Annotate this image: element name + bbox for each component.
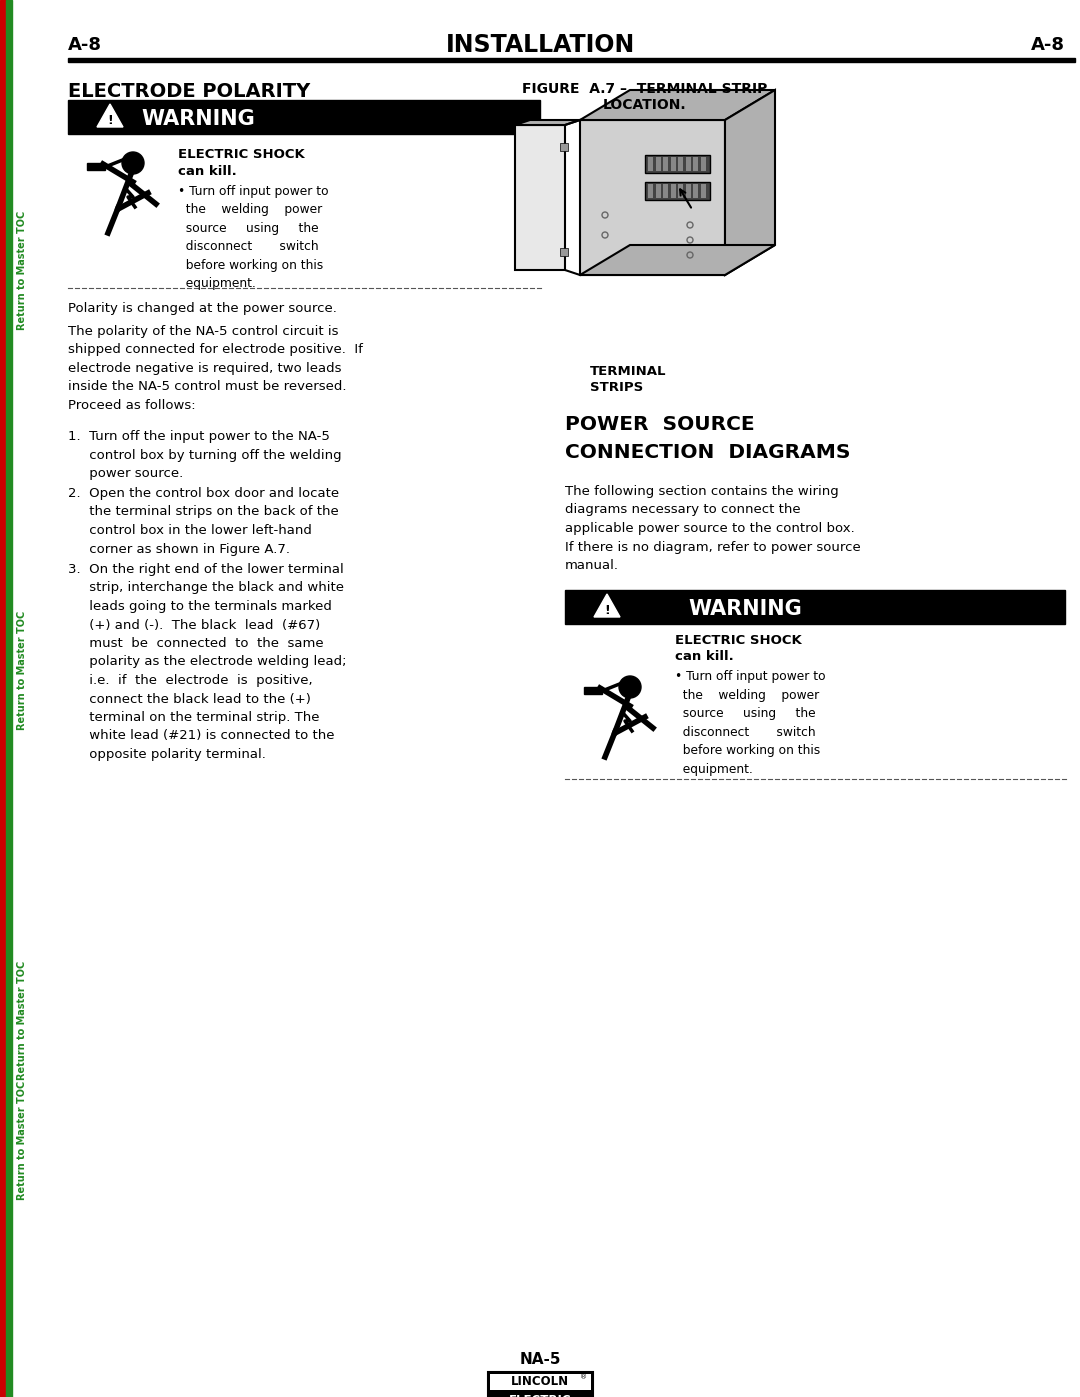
- Text: NA-5: NA-5: [519, 1352, 561, 1368]
- Text: Return to Master TOC: Return to Master TOC: [17, 610, 27, 731]
- Text: ELECTRODE POLARITY: ELECTRODE POLARITY: [68, 82, 310, 101]
- Bar: [648, 156, 653, 170]
- Text: TERMINAL: TERMINAL: [590, 365, 666, 379]
- Text: 2.  Open the control box door and locate
     the terminal strips on the back of: 2. Open the control box door and locate …: [68, 488, 339, 556]
- Bar: [693, 184, 698, 198]
- Bar: [678, 184, 683, 198]
- Text: STRIPS: STRIPS: [590, 381, 644, 394]
- Polygon shape: [580, 89, 775, 120]
- Polygon shape: [97, 103, 123, 127]
- Text: INSTALLATION: INSTALLATION: [445, 34, 635, 57]
- Polygon shape: [580, 244, 775, 275]
- Text: • Turn off input power to
  the    welding    power
  source     using     the
 : • Turn off input power to the welding po…: [675, 671, 825, 775]
- Bar: [663, 156, 669, 170]
- Bar: [584, 687, 602, 694]
- Bar: [648, 184, 653, 198]
- Text: ELECTRIC SHOCK: ELECTRIC SHOCK: [178, 148, 305, 161]
- Text: • Turn off input power to
  the    welding    power
  source     using     the
 : • Turn off input power to the welding po…: [178, 184, 328, 291]
- Bar: [671, 184, 675, 198]
- Text: !: !: [107, 113, 113, 127]
- Polygon shape: [515, 124, 565, 270]
- Bar: [490, 1375, 591, 1390]
- Text: LINCOLN: LINCOLN: [511, 1375, 569, 1389]
- Bar: [6, 0, 12, 1397]
- Bar: [663, 184, 669, 198]
- Text: ELECTRIC SHOCK: ELECTRIC SHOCK: [675, 634, 801, 647]
- Text: 3.  On the right end of the lower terminal
     strip, interchange the black and: 3. On the right end of the lower termina…: [68, 563, 347, 761]
- Bar: [686, 184, 690, 198]
- Bar: [686, 156, 690, 170]
- Text: Polarity is changed at the power source.: Polarity is changed at the power source.: [68, 302, 337, 314]
- Polygon shape: [580, 120, 725, 275]
- Text: Return to Master TOC: Return to Master TOC: [17, 1081, 27, 1200]
- Polygon shape: [725, 89, 775, 275]
- Text: POWER  SOURCE: POWER SOURCE: [565, 415, 755, 434]
- Text: Return to Master TOC: Return to Master TOC: [17, 211, 27, 330]
- Bar: [645, 155, 710, 173]
- Text: !: !: [604, 604, 610, 616]
- Text: can kill.: can kill.: [178, 165, 237, 177]
- Text: 1.  Turn off the input power to the NA-5
     control box by turning off the wel: 1. Turn off the input power to the NA-5 …: [68, 430, 341, 481]
- Bar: [671, 156, 675, 170]
- Polygon shape: [515, 120, 580, 124]
- Text: can kill.: can kill.: [675, 650, 733, 664]
- Bar: [701, 156, 705, 170]
- Text: A-8: A-8: [68, 36, 102, 54]
- Bar: [656, 184, 661, 198]
- Text: Return to Master TOC: Return to Master TOC: [17, 961, 27, 1080]
- Bar: [0, 0, 6, 1397]
- Bar: [68, 59, 1075, 61]
- Bar: [68, 101, 540, 134]
- Polygon shape: [594, 594, 620, 617]
- Bar: [565, 590, 1065, 624]
- Text: The following section contains the wiring
diagrams necessary to connect the
appl: The following section contains the wirin…: [565, 485, 861, 571]
- Circle shape: [619, 676, 642, 698]
- Text: A-8: A-8: [1031, 36, 1065, 54]
- Bar: [701, 184, 705, 198]
- Text: Return to Section TOC: Return to Section TOC: [5, 1077, 15, 1200]
- Text: WARNING: WARNING: [688, 599, 801, 619]
- Text: FIGURE  A.7 –  TERMINAL STRIP: FIGURE A.7 – TERMINAL STRIP: [523, 82, 768, 96]
- Text: CONNECTION  DIAGRAMS: CONNECTION DIAGRAMS: [565, 443, 851, 462]
- Bar: [645, 182, 710, 200]
- Text: The polarity of the NA-5 control circuit is
shipped connected for electrode posi: The polarity of the NA-5 control circuit…: [68, 326, 363, 412]
- Bar: [561, 142, 568, 151]
- Bar: [693, 156, 698, 170]
- Text: ELECTRIC: ELECTRIC: [509, 1394, 571, 1397]
- Text: Return to Section TOC: Return to Section TOC: [5, 957, 15, 1080]
- Text: WARNING: WARNING: [141, 109, 255, 129]
- Circle shape: [122, 152, 144, 175]
- Bar: [561, 249, 568, 256]
- Text: Return to Section TOC: Return to Section TOC: [5, 208, 15, 330]
- Bar: [488, 1372, 593, 1397]
- Text: Return to Section TOC: Return to Section TOC: [5, 608, 15, 731]
- Text: LOCATION.: LOCATION.: [604, 98, 687, 112]
- Text: ®: ®: [580, 1375, 588, 1380]
- Bar: [87, 163, 105, 170]
- Bar: [656, 156, 661, 170]
- Bar: [678, 156, 683, 170]
